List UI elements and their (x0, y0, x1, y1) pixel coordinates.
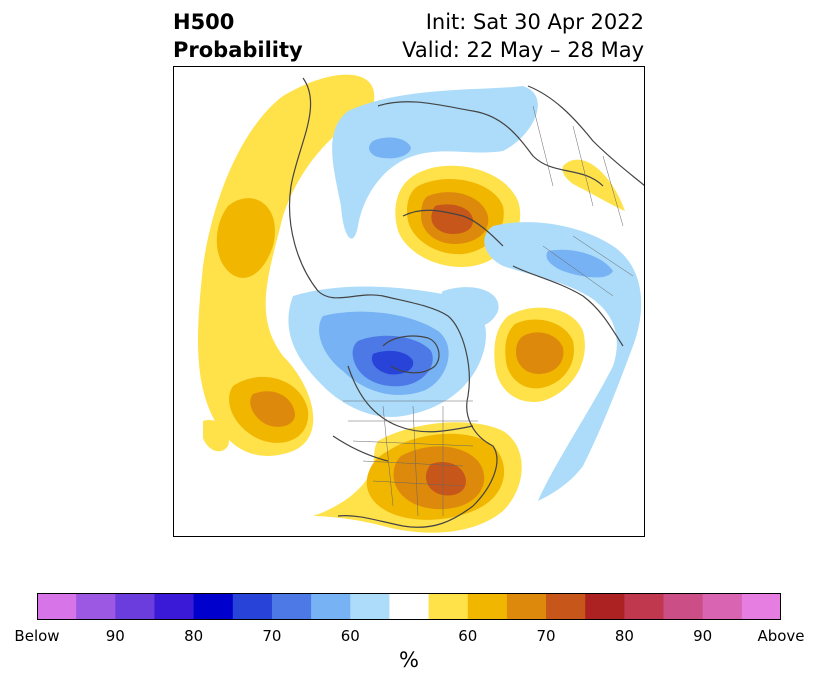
anomaly-eastus-75 (425, 461, 466, 496)
colorbar-unit: % (399, 648, 419, 672)
colorbar-segment (624, 593, 665, 620)
colorbar-tick-label: 60 (458, 627, 478, 645)
colorbar-segment (467, 593, 508, 620)
anomaly-ne-pacific-65 (216, 198, 275, 278)
colorbar-segment (350, 593, 390, 620)
colorbar-tick-label: 70 (262, 627, 282, 645)
borders (343, 105, 634, 517)
colorbar-segment (389, 593, 430, 620)
anomaly-europe-below-65 (369, 137, 411, 159)
colorbar-segment (506, 593, 547, 620)
colorbar-tick-label: 70 (536, 627, 556, 645)
colorbar-segment (154, 593, 195, 620)
colorbar-segment (663, 593, 704, 620)
anomaly-asia-below-65 (546, 249, 613, 278)
anomaly-asia-below-60 (484, 222, 642, 501)
anomaly-ne-pacific-70 (250, 391, 295, 427)
anomaly-ne-asia-60 (562, 159, 625, 211)
plot-title-left: H500 Probability (173, 8, 303, 64)
colorbar-segment (546, 593, 586, 620)
colorbar-segment (585, 593, 625, 620)
anomaly-greenland-below (440, 287, 499, 329)
colorbar-border (37, 593, 781, 620)
colorbar (37, 593, 781, 620)
colorbar-segment (232, 593, 273, 620)
colorbar-segment (741, 593, 781, 620)
anomaly-europe-below-60 (332, 86, 538, 239)
title-variable: H500 (173, 10, 235, 34)
valid-range: Valid: 22 May – 28 May (402, 38, 644, 62)
colorbar-segment (193, 593, 234, 620)
colorbar-segment (311, 593, 351, 620)
colorbar-segment (428, 593, 469, 620)
anomaly-pacific-small (203, 420, 229, 452)
colorbar-segment (76, 593, 116, 620)
plot-title-right: Init: Sat 30 Apr 2022 Valid: 22 May – 28… (402, 8, 644, 64)
colorbar-tick-label: 90 (693, 627, 713, 645)
anomaly-ne-pacific-60 (198, 74, 375, 456)
colorbar-tick-label: Below (14, 627, 60, 645)
colorbar-segment (702, 593, 743, 620)
colorbar-tick-label: Above (757, 627, 805, 645)
colorbar-segment (115, 593, 155, 620)
anomaly-canada-below-75 (371, 350, 414, 375)
colorbar-segment (271, 593, 312, 620)
colorbar-tick-label: 90 (105, 627, 125, 645)
colorbar-segment (37, 593, 77, 620)
init-date: Init: Sat 30 Apr 2022 (425, 10, 644, 34)
colorbar-tick-label: 80 (184, 627, 204, 645)
colorbar-tick-label: 60 (340, 627, 360, 645)
title-quantity: Probability (173, 38, 303, 62)
probability-map (173, 66, 645, 537)
colorbar-tick-label: 80 (614, 627, 634, 645)
anomaly-atlantic-70 (516, 332, 564, 374)
coastlines (288, 77, 645, 528)
